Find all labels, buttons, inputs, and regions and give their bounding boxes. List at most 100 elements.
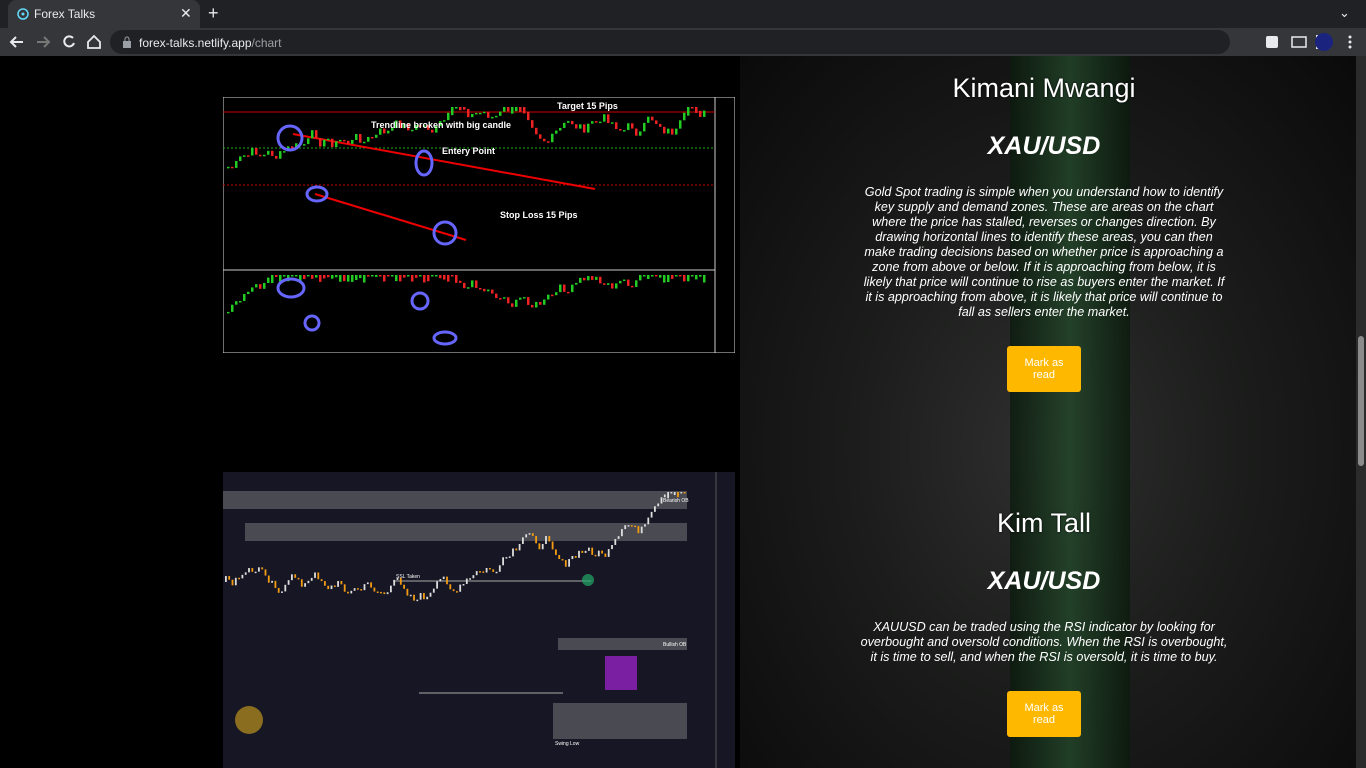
candle (459, 584, 462, 592)
candle (611, 283, 614, 289)
candle (339, 275, 342, 282)
post-pair: XAU/USD (987, 132, 1101, 160)
candle (375, 134, 378, 138)
candle (353, 588, 356, 591)
candle (375, 275, 378, 277)
post-author: Kimani Mwangi (952, 73, 1136, 103)
mark-read-button[interactable]: Mark as read (1007, 691, 1081, 737)
candle (367, 136, 370, 142)
new-tab[interactable]: + (208, 3, 219, 23)
candle (621, 529, 623, 537)
candle (683, 112, 686, 121)
chart-annotation: Target 15 Pips (557, 101, 618, 111)
candle (251, 287, 254, 292)
candle (409, 594, 412, 597)
candle (259, 284, 262, 289)
candle (499, 111, 502, 116)
candle (619, 280, 622, 284)
candle (615, 122, 618, 129)
candle (304, 583, 306, 587)
candle (627, 123, 630, 131)
candle (512, 548, 514, 557)
candle (511, 107, 514, 114)
candle (399, 275, 402, 282)
candle (535, 127, 538, 135)
chart-annotation: Trendline broken with big candle (371, 120, 511, 130)
nav-buttons[interactable] (0, 28, 110, 56)
candle (571, 555, 574, 560)
candle (495, 115, 498, 118)
candle (314, 572, 316, 578)
candle (366, 582, 369, 585)
candle (663, 126, 666, 134)
candle (391, 275, 394, 277)
candle (583, 124, 586, 133)
candle (603, 283, 606, 285)
candle (347, 140, 350, 144)
candle (327, 275, 330, 278)
candle (363, 275, 366, 283)
candle (263, 282, 266, 289)
candle (411, 129, 414, 132)
chart-image-2: Bearish OB Bullish OB SSL Taken Swing Lo… (223, 472, 735, 768)
candle (307, 138, 310, 145)
candle (631, 285, 634, 288)
candle (343, 275, 346, 282)
candle (498, 565, 501, 572)
candle (655, 275, 658, 277)
candle (403, 275, 406, 278)
candle (281, 591, 283, 593)
candle (679, 275, 682, 277)
mark-read-button[interactable]: Mark as read (1007, 346, 1081, 392)
candle (431, 129, 434, 133)
candle (469, 578, 471, 580)
candle (411, 275, 414, 282)
candle (472, 575, 475, 579)
candle (439, 275, 442, 279)
candle (297, 577, 300, 580)
candle (275, 155, 278, 159)
candle (563, 284, 566, 292)
candle (583, 277, 586, 281)
candle (687, 107, 690, 116)
candle (475, 571, 478, 576)
candle (627, 525, 630, 527)
candle (439, 579, 442, 582)
candle (380, 591, 382, 594)
candle (244, 572, 247, 575)
candle (525, 534, 528, 538)
candle (291, 275, 294, 277)
scrollbar-thumb[interactable] (1358, 336, 1364, 466)
candle (487, 289, 490, 292)
candle (451, 275, 454, 277)
candle (555, 130, 558, 134)
tab-close[interactable]: ✕ (180, 5, 192, 21)
candle (271, 580, 273, 583)
tab-menu[interactable]: ⌄ (1339, 5, 1350, 20)
candle (615, 283, 618, 289)
candle (595, 276, 598, 280)
candle (695, 275, 698, 280)
candle (575, 282, 578, 285)
candle (644, 524, 646, 527)
candle (555, 292, 558, 296)
address-bar[interactable]: forex-talks.netlify.app/chart (110, 30, 1230, 54)
candle (647, 116, 650, 123)
tab[interactable]: Forex Talks ✕ (8, 0, 200, 28)
candle (527, 297, 530, 305)
candle (475, 280, 478, 288)
candle (659, 275, 662, 278)
candle (489, 567, 491, 570)
candle (467, 287, 470, 289)
candle (659, 123, 662, 127)
candle (601, 550, 603, 554)
toolbar-icons[interactable] (1236, 28, 1366, 56)
candle (503, 297, 506, 299)
candle (327, 138, 330, 141)
candle (287, 580, 290, 585)
candle (423, 593, 425, 600)
candle (315, 130, 318, 139)
candle (235, 301, 238, 305)
candle (331, 275, 334, 279)
candle (407, 123, 410, 131)
